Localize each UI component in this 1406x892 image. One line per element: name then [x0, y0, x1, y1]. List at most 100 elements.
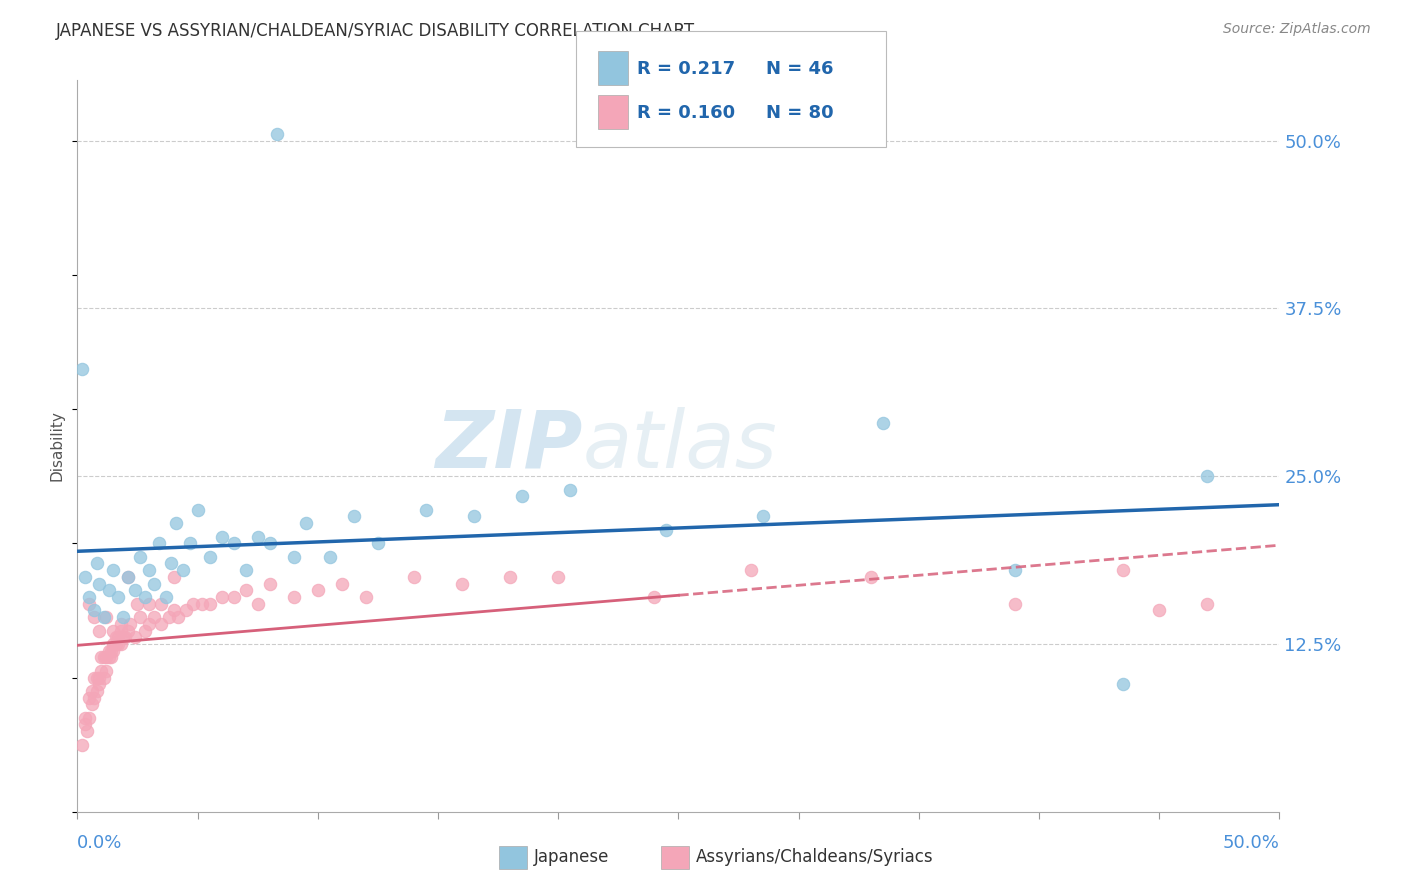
Point	[73, 570, 96, 584]
Point	[114, 630, 136, 644]
Text: Japanese: Japanese	[534, 848, 610, 866]
Point	[76, 724, 98, 739]
Point	[751, 509, 773, 524]
Point	[155, 590, 177, 604]
Point	[107, 637, 129, 651]
Point	[83, 603, 105, 617]
Point	[259, 536, 281, 550]
Point	[103, 563, 125, 577]
Point	[120, 616, 142, 631]
Point	[198, 549, 221, 564]
Point	[294, 516, 316, 531]
Point	[150, 616, 173, 631]
Point	[107, 630, 129, 644]
Point	[1149, 603, 1171, 617]
Point	[134, 624, 156, 638]
Point	[138, 563, 160, 577]
Point	[283, 590, 305, 604]
Point	[162, 603, 184, 617]
Point	[547, 570, 569, 584]
Point	[148, 536, 170, 550]
Text: JAPANESE VS ASSYRIAN/CHALDEAN/SYRIAC DISABILITY CORRELATION CHART: JAPANESE VS ASSYRIAN/CHALDEAN/SYRIAC DIS…	[56, 22, 696, 40]
Point	[859, 570, 882, 584]
Point	[167, 610, 190, 624]
Point	[87, 671, 110, 685]
Point	[343, 509, 366, 524]
Point	[103, 643, 125, 657]
Text: atlas: atlas	[582, 407, 778, 485]
Point	[79, 690, 101, 705]
Point	[191, 597, 214, 611]
Point	[222, 536, 245, 550]
Point	[80, 684, 103, 698]
Point	[100, 643, 122, 657]
Point	[463, 509, 485, 524]
Point	[162, 570, 184, 584]
Point	[124, 583, 146, 598]
Point	[1004, 563, 1026, 577]
Point	[1112, 677, 1135, 691]
Point	[70, 361, 93, 376]
Point	[73, 711, 96, 725]
Point	[93, 671, 115, 685]
Point	[93, 650, 115, 665]
Point	[83, 690, 105, 705]
Point	[150, 597, 173, 611]
Y-axis label: Disability: Disability	[49, 410, 65, 482]
Point	[107, 590, 129, 604]
Point	[1112, 563, 1135, 577]
Point	[211, 530, 233, 544]
Point	[100, 650, 122, 665]
Point	[70, 738, 93, 752]
Point	[157, 610, 180, 624]
Point	[187, 502, 209, 516]
Point	[560, 483, 582, 497]
Point	[103, 624, 125, 638]
Point	[246, 530, 269, 544]
Point	[87, 576, 110, 591]
Point	[246, 597, 269, 611]
Point	[198, 597, 221, 611]
Text: N = 80: N = 80	[766, 104, 834, 122]
Point	[259, 576, 281, 591]
Point	[354, 590, 377, 604]
Point	[222, 590, 245, 604]
Text: 50.0%: 50.0%	[1223, 834, 1279, 852]
Point	[740, 563, 762, 577]
Point	[138, 616, 160, 631]
Point	[79, 711, 101, 725]
Text: ZIP: ZIP	[434, 407, 582, 485]
Point	[451, 576, 474, 591]
Point	[174, 603, 197, 617]
Point	[97, 643, 120, 657]
Point	[97, 583, 120, 598]
Point	[165, 516, 187, 531]
Point	[283, 549, 305, 564]
Point	[124, 630, 146, 644]
Point	[415, 502, 437, 516]
Point	[86, 684, 108, 698]
Point	[160, 557, 183, 571]
Point	[307, 583, 329, 598]
Point	[79, 590, 101, 604]
Point	[872, 416, 894, 430]
Point	[90, 650, 112, 665]
Point	[172, 563, 194, 577]
Point	[367, 536, 389, 550]
Point	[510, 489, 533, 503]
Text: N = 46: N = 46	[766, 60, 834, 78]
Point	[128, 610, 150, 624]
Point	[96, 664, 118, 678]
Point	[499, 570, 522, 584]
Point	[87, 624, 110, 638]
Point	[83, 671, 105, 685]
Point	[104, 630, 127, 644]
Text: Assyrians/Chaldeans/Syriacs: Assyrians/Chaldeans/Syriacs	[696, 848, 934, 866]
Point	[330, 576, 353, 591]
Point	[179, 536, 201, 550]
Text: R = 0.160: R = 0.160	[637, 104, 735, 122]
Point	[90, 664, 112, 678]
Point	[96, 650, 118, 665]
Point	[127, 597, 149, 611]
Point	[266, 127, 288, 141]
